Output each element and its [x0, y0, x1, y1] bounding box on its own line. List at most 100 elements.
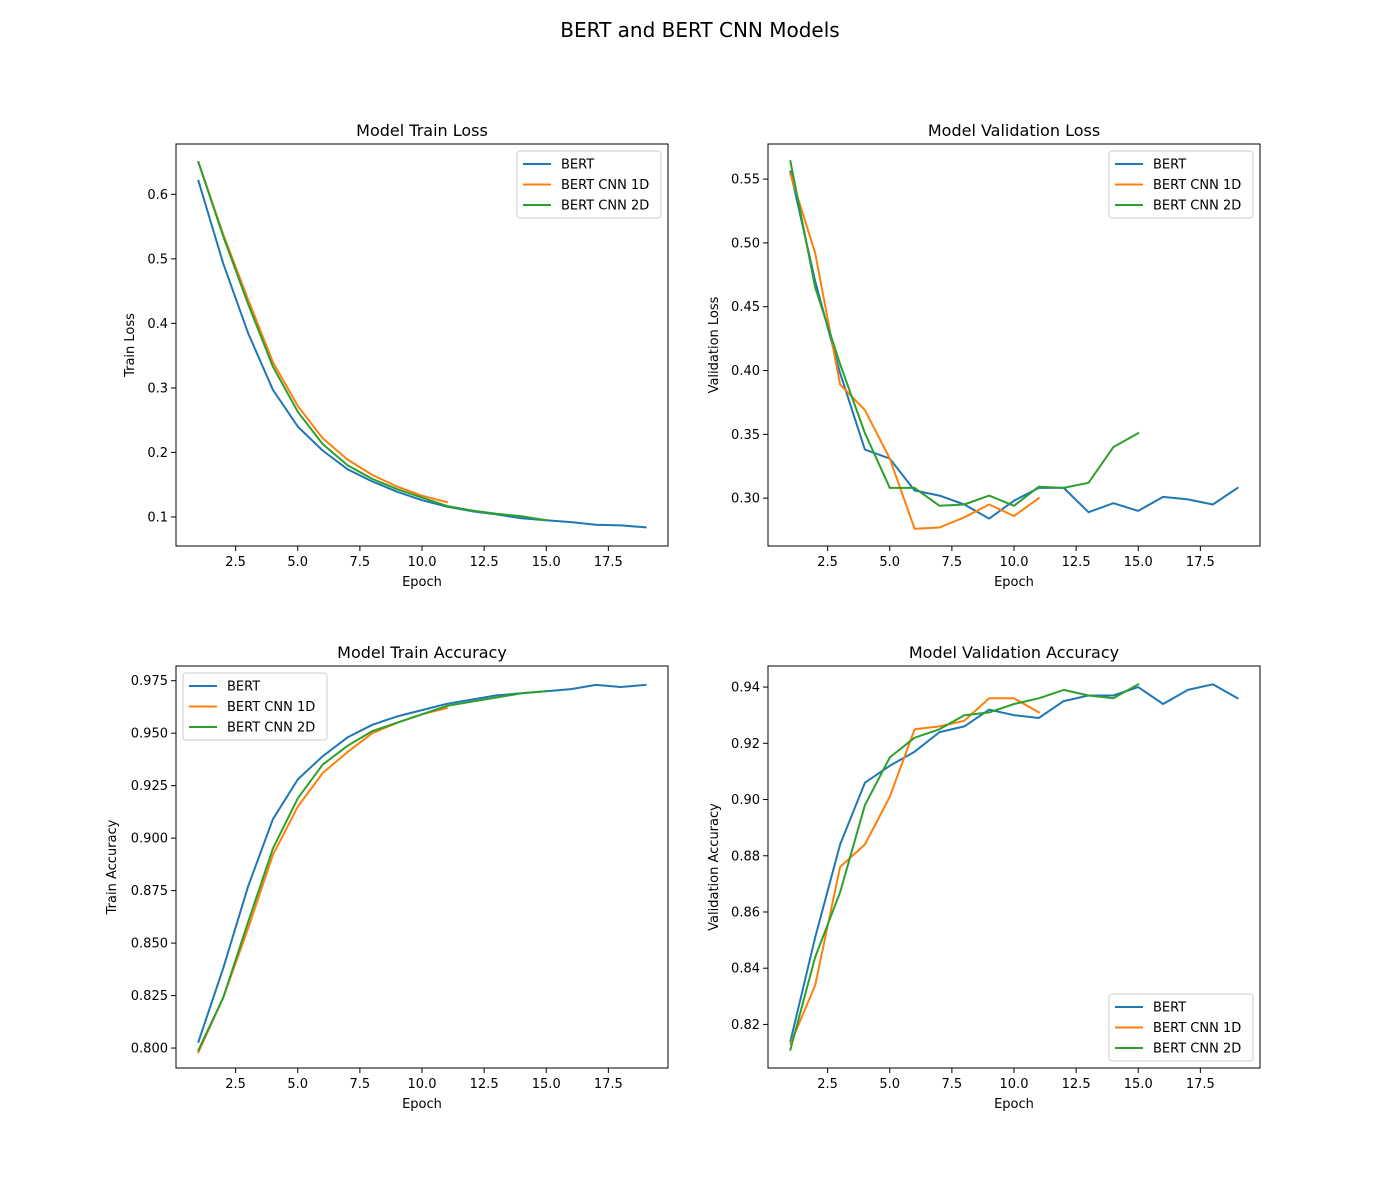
x-axis-label: Epoch — [994, 575, 1034, 590]
y-tick-label: 0.875 — [131, 884, 168, 899]
legend-label-bert-cnn-1d: BERT CNN 1D — [1153, 178, 1241, 193]
x-tick-label: 7.5 — [350, 555, 371, 570]
legend-label-bert: BERT — [1153, 158, 1186, 173]
x-axis-label: Epoch — [402, 1097, 442, 1112]
legend-label-bert-cnn-2d: BERT CNN 2D — [561, 199, 649, 214]
x-tick-label: 7.5 — [942, 1077, 963, 1092]
x-tick-label: 12.5 — [1062, 1077, 1091, 1092]
series-line-bert-cnn-1d — [789, 172, 1041, 530]
y-tick-label: 0.900 — [131, 832, 168, 847]
chart-model-train-accuracy: 2.5 5.0 7.5 10.0 12.5 15.0 17.5 0.800 0.825 0.850… — [105, 643, 669, 1112]
legend-label-bert: BERT — [1153, 1001, 1186, 1016]
legend-label-bert-cnn-1d: BERT CNN 1D — [1153, 1021, 1241, 1036]
x-tick-label: 10.0 — [1000, 555, 1029, 570]
series-line-bert-cnn-1d — [197, 706, 449, 1054]
y-tick-label: 0.3 — [147, 381, 168, 396]
y-tick-label: 0.86 — [731, 905, 760, 920]
plot-frame — [175, 665, 669, 1069]
x-tick-label: 2.5 — [817, 555, 838, 570]
chart-model-train-loss: 2.5 5.0 7.5 10.0 12.5 15.0 17.5 0.1 0.2 0.3 0.4 0.5… — [123, 121, 669, 590]
y-tick-label: 0.6 — [147, 188, 168, 203]
series-line-bert-cnn-2d — [789, 160, 1140, 507]
x-axis-label: Epoch — [402, 575, 442, 590]
chart-model-validation-loss: 2.5 5.0 7.5 10.0 12.5 15.0 17.5 0.30 0.35 0.40 0.4… — [707, 121, 1261, 590]
plot-frame — [175, 143, 669, 547]
y-tick-label: 0.975 — [131, 674, 168, 689]
y-tick-label: 0.4 — [147, 317, 168, 332]
series-line-bert — [197, 179, 647, 529]
legend-box — [516, 150, 662, 219]
x-axis-label: Epoch — [994, 1097, 1034, 1112]
series-line-bert-cnn-2d — [789, 682, 1140, 1051]
figure-title: BERT and BERT CNN Models — [560, 18, 840, 42]
legend-label-bert-cnn-2d: BERT CNN 2D — [227, 721, 315, 736]
y-tick-label: 0.30 — [731, 492, 760, 507]
legend-label-bert: BERT — [561, 158, 594, 173]
legend-label-bert-cnn-1d: BERT CNN 1D — [227, 700, 315, 715]
chart-title: Model Validation Loss — [928, 121, 1100, 140]
y-tick-label: 0.55 — [731, 173, 760, 188]
x-tick-label: 15.0 — [532, 555, 561, 570]
y-tick-label: 0.50 — [731, 236, 760, 251]
legend: BERT BERT CNN 1D BERT CNN 2D — [1108, 150, 1254, 219]
legend-box — [1108, 993, 1254, 1062]
legend: BERT BERT CNN 1D BERT CNN 2D — [1108, 993, 1254, 1062]
x-tick-label: 10.0 — [408, 555, 437, 570]
x-tick-label: 17.5 — [594, 1077, 623, 1092]
x-tick-label: 17.5 — [1186, 555, 1215, 570]
x-tick-label: 2.5 — [225, 1077, 246, 1092]
y-tick-label: 0.88 — [731, 849, 760, 864]
series-line-bert — [197, 683, 647, 1044]
x-tick-label: 17.5 — [594, 555, 623, 570]
y-tick-label: 0.850 — [131, 937, 168, 952]
y-axis-label: Train Loss — [123, 313, 138, 378]
y-axis-label: Validation Loss — [707, 296, 722, 393]
y-tick-label: 0.950 — [131, 727, 168, 742]
x-tick-label: 5.0 — [879, 1077, 900, 1092]
y-tick-label: 0.2 — [147, 446, 168, 461]
legend: BERT BERT CNN 1D BERT CNN 2D — [516, 150, 662, 219]
y-tick-label: 0.90 — [731, 793, 760, 808]
y-tick-label: 0.5 — [147, 252, 168, 267]
chart-model-validation-accuracy: 2.5 5.0 7.5 10.0 12.5 15.0 17.5 0.82 0.84 0.86 0.8… — [707, 643, 1261, 1112]
y-tick-label: 0.45 — [731, 300, 760, 315]
x-tick-label: 12.5 — [470, 1077, 499, 1092]
x-tick-label: 5.0 — [287, 1077, 308, 1092]
y-tick-label: 0.82 — [731, 1018, 760, 1033]
x-tick-label: 5.0 — [287, 555, 308, 570]
x-tick-label: 15.0 — [1124, 555, 1153, 570]
x-tick-label: 7.5 — [350, 1077, 371, 1092]
plot-frame — [767, 143, 1261, 547]
x-tick-label: 2.5 — [225, 555, 246, 570]
chart-title: Model Train Accuracy — [337, 643, 507, 662]
x-tick-label: 15.0 — [532, 1077, 561, 1092]
y-tick-label: 0.84 — [731, 962, 760, 977]
x-tick-label: 17.5 — [1186, 1077, 1215, 1092]
legend-label-bert-cnn-1d: BERT CNN 1D — [561, 178, 649, 193]
legend-box — [182, 672, 328, 741]
y-tick-label: 0.825 — [131, 989, 168, 1004]
x-tick-label: 10.0 — [408, 1077, 437, 1092]
chart-title: Model Validation Accuracy — [909, 643, 1119, 662]
y-tick-label: 0.35 — [731, 428, 760, 443]
x-tick-label: 5.0 — [879, 555, 900, 570]
y-axis-label: Train Accuracy — [105, 819, 120, 915]
series-line-bert-cnn-2d — [197, 690, 548, 1052]
y-tick-label: 0.94 — [731, 681, 760, 696]
legend: BERT BERT CNN 1D BERT CNN 2D — [182, 672, 328, 741]
y-tick-label: 0.925 — [131, 779, 168, 794]
series-line-bert — [789, 683, 1239, 1043]
y-tick-label: 0.1 — [147, 510, 168, 525]
x-tick-label: 10.0 — [1000, 1077, 1029, 1092]
y-tick-label: 0.800 — [131, 1042, 168, 1057]
series-line-bert — [789, 170, 1239, 520]
x-tick-label: 12.5 — [1062, 555, 1091, 570]
x-tick-label: 15.0 — [1124, 1077, 1153, 1092]
legend-label-bert-cnn-2d: BERT CNN 2D — [1153, 1042, 1241, 1057]
series-line-bert-cnn-2d — [197, 160, 548, 522]
y-tick-label: 0.40 — [731, 364, 760, 379]
y-tick-label: 0.92 — [731, 737, 760, 752]
y-axis-label: Validation Accuracy — [707, 803, 722, 931]
